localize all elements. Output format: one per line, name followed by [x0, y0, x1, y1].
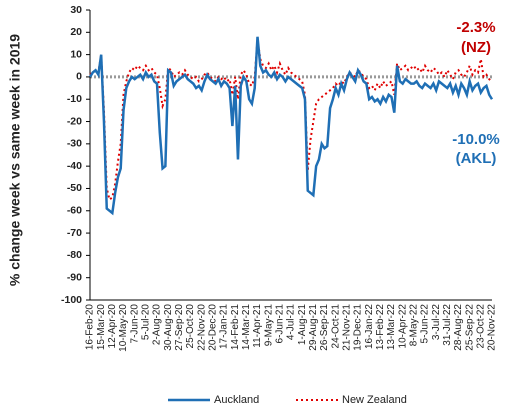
x-tick-label: 25-Oct-20 — [185, 304, 196, 349]
x-tick-label: 8-May-22 — [408, 304, 419, 347]
y-tick-label: -40 — [67, 160, 82, 172]
y-tick-label: -50 — [67, 182, 82, 194]
legend-label: Auckland — [214, 394, 259, 406]
x-tick-label: 5-Jul-20 — [140, 304, 151, 341]
x-tick-label: 16-Feb-20 — [85, 304, 96, 351]
x-tick-label: 4-Jul-21 — [286, 304, 297, 341]
x-tick-label: 14-Feb-21 — [230, 304, 241, 351]
y-tick-label: -90 — [67, 271, 82, 283]
x-tick-label: 30-Aug-20 — [163, 304, 174, 351]
x-tick-label: 20-Dec-20 — [207, 304, 218, 351]
y-tick-label: -70 — [67, 227, 82, 239]
x-tick-label: 27-Sep-20 — [174, 304, 185, 351]
x-tick-label: 12-Apr-20 — [107, 304, 118, 349]
x-tick-label: 28-Aug-22 — [453, 304, 464, 351]
x-tick-label: 14-Mar-21 — [241, 304, 252, 351]
y-tick-label: -100 — [61, 294, 82, 306]
x-tick-label: 10-Apr-22 — [397, 304, 408, 349]
annotation: (NZ) — [461, 39, 491, 56]
annotation: (AKL) — [456, 150, 497, 167]
x-tick-label: 19-Dec-21 — [353, 304, 364, 351]
y-axis-label: % change week vs same week in 2019 — [7, 34, 23, 286]
x-tick-label: 15-Mar-20 — [96, 304, 107, 351]
annotation: -2.3% — [456, 19, 495, 36]
y-tick-label: 20 — [70, 26, 82, 38]
series-line — [89, 38, 493, 202]
x-tick-label: 20-Nov-22 — [487, 304, 498, 351]
y-tick-label: -10 — [67, 93, 82, 105]
x-tick-label: 25-Sep-22 — [464, 304, 475, 351]
x-tick-label: 29-Aug-21 — [308, 304, 319, 351]
y-tick-label: -30 — [67, 138, 82, 150]
x-tick-label: 22-Nov-20 — [196, 304, 207, 351]
x-tick-label: 1-Aug-21 — [297, 304, 308, 346]
y-tick-label: 10 — [70, 48, 82, 60]
x-tick-label: 7-Jun-20 — [129, 304, 140, 344]
y-tick-label: -80 — [67, 249, 82, 261]
x-tick-label: 2-Aug-20 — [152, 304, 163, 346]
series-line — [88, 36, 494, 216]
x-tick-label: 13-Feb-22 — [375, 304, 386, 351]
x-tick-label: 31-Jul-22 — [442, 304, 453, 346]
x-tick-label: 21-Nov-21 — [341, 304, 352, 351]
y-tick-label: 0 — [76, 71, 82, 83]
x-tick-label: 9-May-21 — [263, 304, 274, 347]
x-tick-label: 24-Oct-21 — [330, 304, 341, 349]
x-tick-label: 5-Jun-22 — [420, 304, 431, 344]
x-tick-label: 13-Mar-22 — [386, 304, 397, 351]
legend-label: New Zealand — [342, 394, 407, 406]
annotation: -10.0% — [452, 131, 500, 148]
x-tick-label: 26-Sep-21 — [319, 304, 330, 351]
x-tick-label: 11-Apr-21 — [252, 304, 263, 348]
x-tick-label: 3-Jul-22 — [431, 304, 442, 341]
x-tick-label: 17-Jan-21 — [219, 304, 230, 349]
y-tick-label: 30 — [70, 4, 82, 16]
x-tick-label: 16-Jan-22 — [364, 304, 375, 349]
y-tick-label: -60 — [67, 205, 82, 217]
y-tick-label: -20 — [67, 115, 82, 127]
x-tick-label: 6-Jun-21 — [274, 304, 285, 344]
x-tick-label: 23-Oct-22 — [475, 304, 486, 349]
x-tick-label: 10-May-20 — [118, 304, 129, 352]
